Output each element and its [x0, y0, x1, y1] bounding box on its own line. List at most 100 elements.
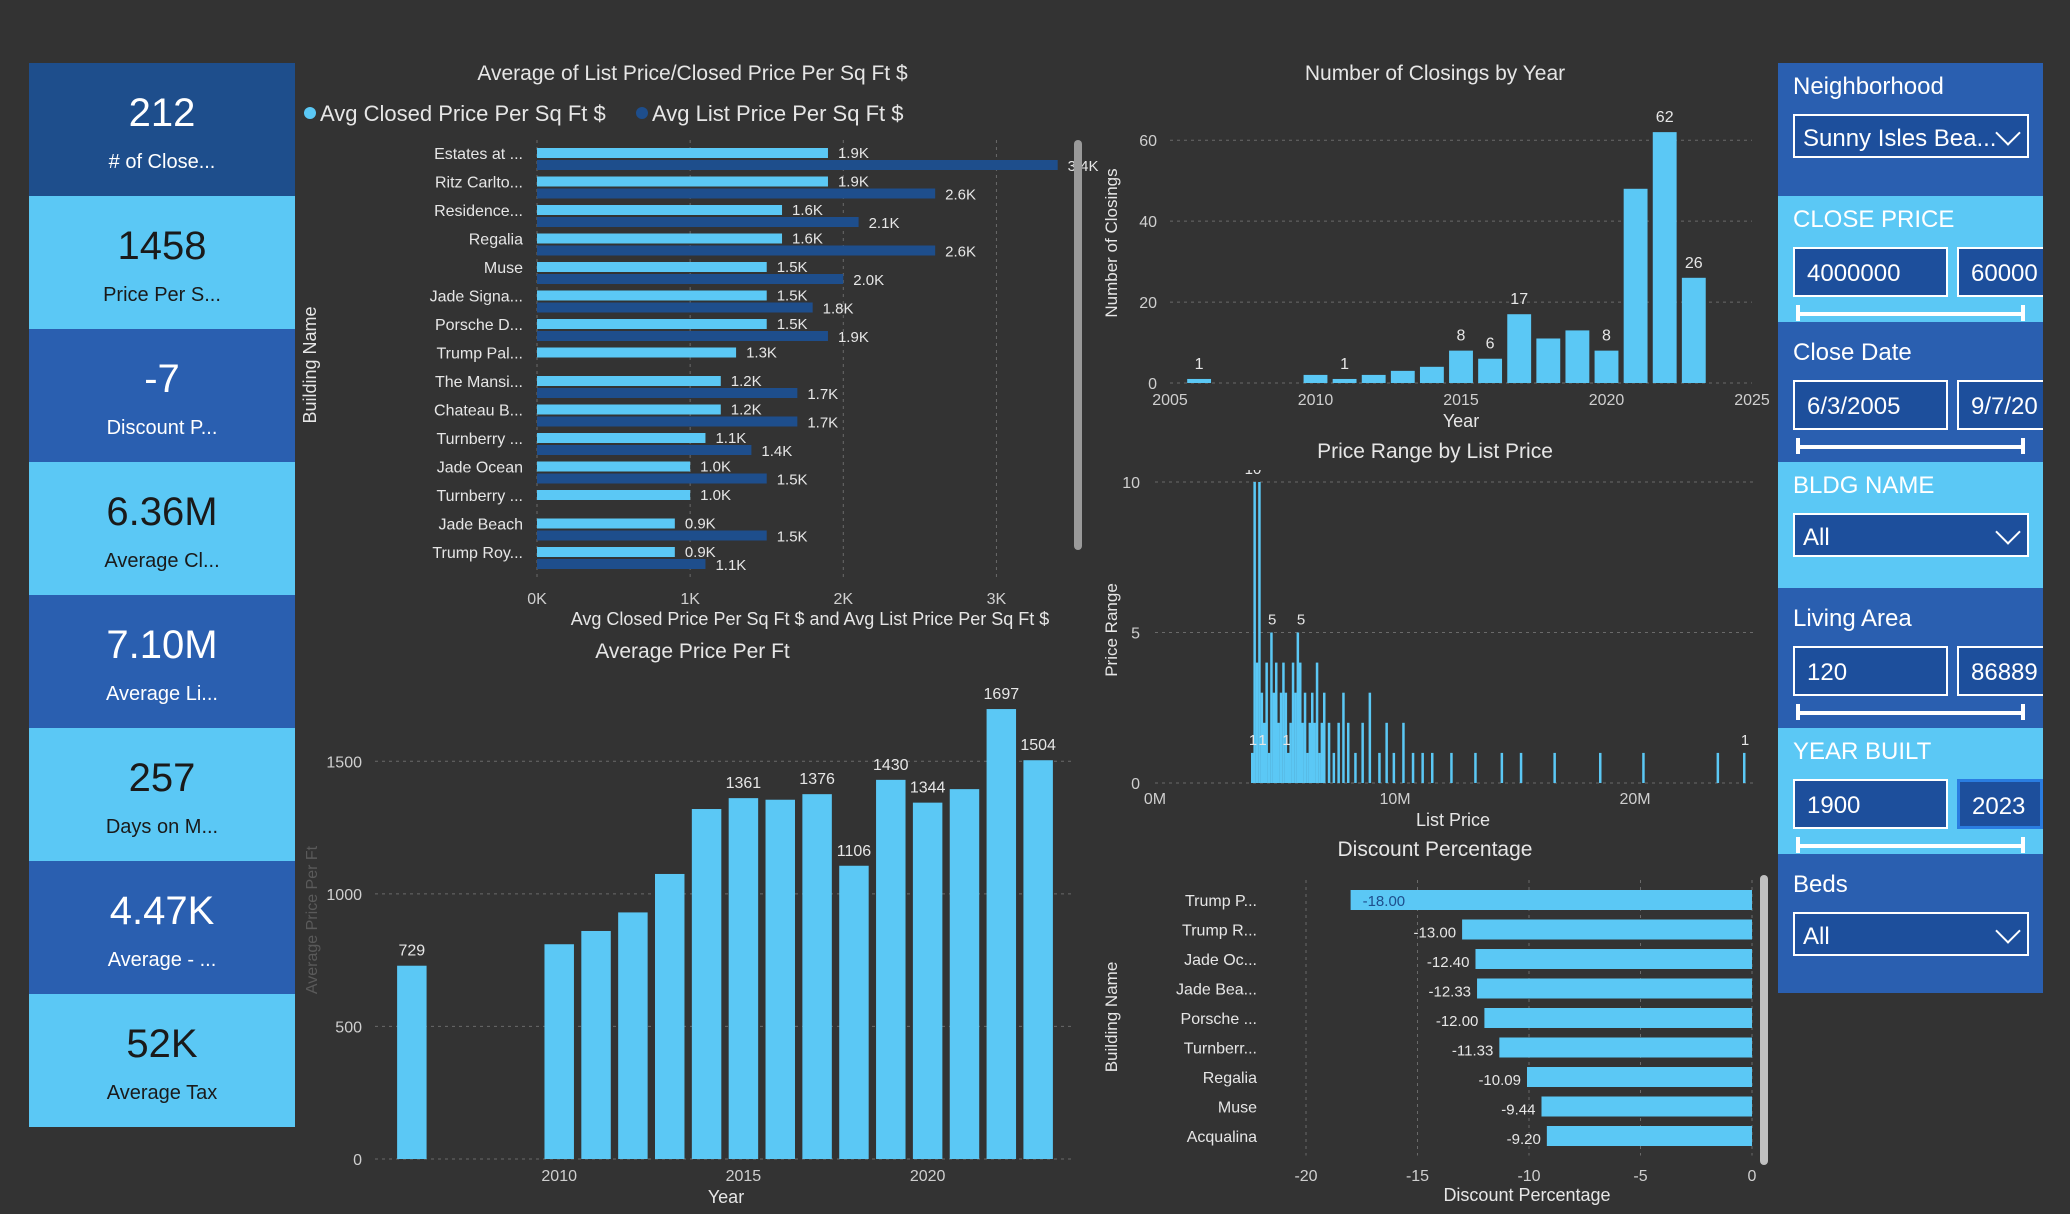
chart-discount-percentage: -20 -15 -10 -5 0 Trump P... -18.00 Trump R... -1…	[1102, 875, 1768, 1205]
x-tick-label: 2010	[1298, 392, 1334, 409]
data-label: -9.20	[1507, 1131, 1541, 1148]
data-label: 2.6K	[945, 187, 976, 204]
input-value: 6/3/2005	[1807, 393, 1901, 420]
data-label: 1	[1258, 732, 1266, 749]
bar	[1251, 752, 1254, 783]
slicer-title: CLOSE PRICE	[1793, 206, 1955, 233]
category-label: Ritz Carlto...	[435, 175, 523, 192]
scrollbar-thumb	[1760, 875, 1768, 1165]
kpi-label: Price Per S...	[103, 284, 221, 306]
x-tick-label: 2015	[1443, 392, 1479, 409]
bar	[1347, 722, 1350, 783]
data-label: 2.1K	[869, 215, 900, 232]
bar	[1267, 752, 1271, 783]
data-label: 1	[1195, 356, 1204, 373]
bar-list	[537, 245, 936, 256]
living-area-min-input[interactable]: 120	[1793, 646, 1948, 696]
data-label: 6	[1486, 336, 1495, 353]
kpi-value: 212	[128, 91, 196, 135]
category-label: Trump R...	[1182, 923, 1257, 940]
bar	[1265, 662, 1268, 783]
data-label: 1	[1282, 732, 1290, 749]
kpi-card-average-tax[interactable]: 52K Average Tax	[29, 994, 295, 1127]
bar	[1327, 722, 1331, 783]
input-value: 4000000	[1807, 260, 1901, 287]
bldg-name-dropdown[interactable]: All	[1793, 513, 2029, 557]
x-axis-label: List Price	[1416, 810, 1490, 830]
kpi-card-average-list[interactable]: 7.10M Average Li...	[29, 595, 295, 728]
bar	[1541, 1096, 1752, 1117]
legend-marker	[636, 107, 648, 119]
input-value: 2023	[1972, 793, 2026, 820]
input-value: 86889	[1971, 659, 2038, 686]
bar	[1289, 722, 1292, 783]
category-label: Trump P...	[1185, 893, 1257, 910]
slicer-title: Neighborhood	[1793, 73, 1944, 100]
year-built-max-input[interactable]: 2023	[1957, 779, 2043, 829]
slicer-neighborhood: Neighborhood Sunny Isles Bea...	[1778, 63, 2043, 189]
kpi-card-average-close[interactable]: 6.36M Average Cl...	[29, 462, 295, 595]
data-label: -12.00	[1436, 1013, 1479, 1030]
neighborhood-dropdown[interactable]: Sunny Isles Bea...	[1793, 114, 2029, 158]
bar-list	[537, 473, 767, 484]
kpi-card-closings[interactable]: 212 # of Close...	[29, 63, 295, 196]
x-axis-label: Year	[1443, 411, 1479, 431]
bar	[1323, 692, 1326, 783]
close-price-max-input[interactable]: 60000	[1957, 247, 2043, 297]
x-tick-label: -15	[1406, 1168, 1429, 1185]
bar	[1449, 350, 1473, 383]
close-date-min-input[interactable]: 6/3/2005	[1793, 380, 1948, 430]
data-label: 1.5K	[777, 288, 808, 305]
data-label: -12.33	[1428, 984, 1471, 1001]
bar	[1519, 752, 1523, 783]
range-handle-min[interactable]	[1796, 704, 1800, 720]
range-handle-min[interactable]	[1796, 438, 1800, 454]
input-value: 1900	[1807, 792, 1861, 819]
range-handle-min[interactable]	[1796, 837, 1800, 853]
bar	[1681, 277, 1706, 383]
category-label: Muse	[1218, 1100, 1257, 1117]
bar-list	[537, 302, 813, 313]
bar	[1303, 374, 1328, 383]
close-price-min-input[interactable]: 4000000	[1793, 247, 1948, 297]
y-tick-label: 0	[353, 1152, 362, 1169]
range-handle-min[interactable]	[1796, 305, 1800, 321]
data-label: 1430	[873, 757, 909, 774]
data-label: -10.09	[1478, 1072, 1521, 1089]
bar	[1253, 482, 1256, 783]
close-date-max-input[interactable]: 9/7/20	[1957, 380, 2043, 430]
data-label: 0.9K	[685, 544, 716, 561]
bar	[1462, 919, 1752, 940]
kpi-card-average-other[interactable]: 4.47K Average - ...	[29, 861, 295, 994]
bar	[1187, 378, 1212, 383]
category-label: Regalia	[1203, 1070, 1257, 1087]
kpi-value: 52K	[126, 1022, 198, 1066]
y-axis-label: Building Name	[1102, 962, 1121, 1073]
bar	[1308, 722, 1312, 783]
y-tick-label: 1000	[326, 887, 362, 904]
data-label: 10	[1245, 470, 1262, 478]
legend-marker	[304, 107, 316, 119]
bar	[1484, 1008, 1752, 1028]
bar	[1500, 752, 1504, 783]
data-label: 1.9K	[838, 329, 869, 346]
kpi-card-discount[interactable]: -7 Discount P...	[29, 329, 295, 462]
kpi-card-price-per-sqft[interactable]: 1458 Price Per S...	[29, 196, 295, 329]
range-handle-max[interactable]	[2021, 438, 2025, 454]
kpi-column: 212 # of Close... 1458 Price Per S... -7…	[29, 63, 295, 1127]
x-tick-label: 2020	[910, 1168, 946, 1185]
bar-list	[537, 188, 936, 199]
living-area-max-input[interactable]: 86889	[1957, 646, 2043, 696]
range-handle-max[interactable]	[2021, 305, 2025, 321]
dropdown-value: All	[1803, 524, 1830, 551]
kpi-label: Discount P...	[106, 417, 218, 439]
range-handle-max[interactable]	[2021, 704, 2025, 720]
range-handle-max[interactable]	[2021, 837, 2025, 853]
kpi-value: 257	[128, 756, 196, 800]
kpi-card-days-on-market[interactable]: 257 Days on M...	[29, 728, 295, 861]
category-label: Turnberry ...	[436, 488, 523, 505]
slicer-close-date: Close Date 6/3/2005 9/7/20	[1778, 329, 2043, 455]
beds-dropdown[interactable]: All	[1793, 912, 2029, 956]
year-built-min-input[interactable]: 1900	[1793, 779, 1948, 829]
input-value: 120	[1807, 659, 1848, 686]
